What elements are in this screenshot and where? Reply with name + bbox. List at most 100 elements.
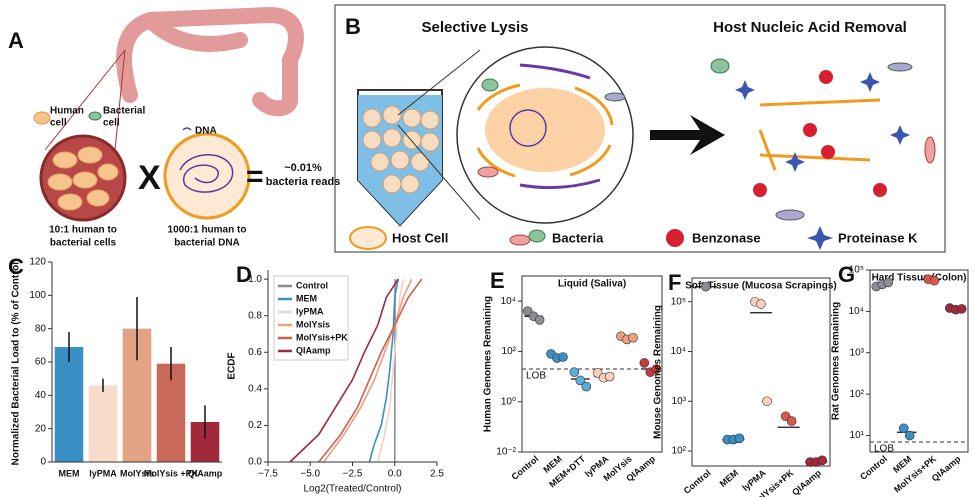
membrane-fragments (758, 98, 881, 171)
y-tick-label: 120 (29, 257, 46, 268)
legend-label: lyPMA (296, 306, 324, 316)
ecdf-line (368, 278, 399, 463)
bacterium (481, 78, 499, 92)
legend-label: Host Cell (392, 230, 448, 245)
y-tick-label: 10¹ (850, 430, 865, 441)
y-tick-label: 0.8 (248, 310, 262, 321)
y-tick-label: 10² (502, 346, 517, 357)
dot (651, 364, 662, 374)
chart-title: Liquid (Saliva) (558, 279, 626, 290)
bacterium (477, 166, 499, 178)
dot (734, 433, 745, 444)
panel-letter: A (8, 28, 24, 53)
dot (575, 375, 586, 386)
y-tick-label: 10² (850, 389, 865, 400)
panel-title: Selective Lysis (421, 19, 528, 36)
y-tick-label: 10⁴ (501, 296, 516, 307)
legend-label: MolYsis+PK (296, 332, 348, 342)
y-tick-label: 10⁻² (496, 447, 516, 458)
y-tick-label: 10⁴ (671, 346, 686, 357)
lob-label: LOB (526, 371, 546, 382)
ecdf-line (377, 278, 404, 463)
x-tick-label: −5.0 (300, 469, 320, 480)
x-tick-label: −2.5 (343, 469, 363, 480)
equals: = (246, 160, 264, 193)
label: Bacterial (103, 106, 145, 117)
plot-frame (521, 275, 663, 453)
dot (929, 275, 940, 286)
legend-icon (509, 234, 531, 246)
y-tick-label: 0 (40, 457, 46, 468)
bacterium (924, 136, 936, 164)
label: cell (50, 118, 67, 129)
dot (628, 332, 638, 343)
y-tick-label: 10³ (850, 347, 865, 358)
y-tick-label: 10⁴ (849, 306, 864, 317)
lob-label: LOB (874, 444, 894, 455)
chart-title: Soft Tissue (Mucosa Scrapings) (685, 281, 837, 292)
axis (51, 262, 222, 463)
x-tick-label: Control (510, 454, 541, 482)
panel-letter: B (345, 14, 361, 39)
y-tick-label: 0.4 (248, 383, 262, 394)
proteinase-k (735, 72, 910, 172)
bacterium (710, 58, 730, 74)
x-tick-label: MolYsis (120, 468, 154, 478)
x-tick-label: QIAamp (188, 468, 223, 478)
legend-label: QIAamp (296, 345, 331, 355)
dot (558, 352, 568, 362)
process-arrow (650, 115, 725, 155)
x-tick-label: −7.5 (258, 469, 278, 480)
flow-arrow (519, 63, 591, 80)
dot (817, 455, 828, 466)
ecdf-line (289, 278, 399, 463)
y-axis-label: Normalized Bacterial Load to (% of Contr… (11, 259, 22, 466)
membrane (476, 83, 614, 178)
legend-box (273, 275, 349, 361)
dot (756, 299, 766, 309)
y-axis-label: Mouse Genomes Remaining (653, 305, 664, 439)
y-tick-label: 10⁵ (671, 296, 686, 307)
panel-letter: G (838, 262, 855, 287)
legend-icon (528, 229, 546, 243)
dot (639, 358, 650, 368)
x-tick-label: MEM (718, 468, 741, 489)
legend-icon (807, 226, 833, 250)
dot (581, 381, 592, 392)
x-tick-label: MolYsis +PK (144, 468, 199, 478)
y-tick-label: 40 (35, 390, 47, 401)
zoom-line (397, 49, 481, 116)
zoom-line (114, 49, 126, 151)
dot (569, 367, 580, 377)
dna-icon (182, 127, 192, 131)
lysed-cell (485, 88, 605, 172)
label: Human (50, 106, 84, 117)
panel-title: Host Nucleic Acid Removal (713, 19, 907, 36)
y-tick-label: 1.0 (248, 274, 262, 285)
dot (700, 281, 711, 292)
axis (267, 270, 437, 463)
legend-label: MEM (296, 293, 317, 303)
legend-label: Benzonase (692, 230, 761, 245)
y-tick-label: 10³ (672, 396, 687, 407)
panel-b: B Selective Lysis Host Nucleic Acid Remo… (334, 4, 946, 253)
label: 10:1 human to (49, 225, 117, 236)
panel-letter: C (8, 254, 24, 279)
legend-label: Bacteria (552, 230, 604, 245)
bar (88, 385, 118, 462)
label: 1000:1 human to (168, 225, 247, 236)
bar (54, 347, 84, 462)
x-tick-label: 0.0 (388, 469, 402, 480)
ecdf-line (318, 278, 423, 463)
tube-cells (362, 105, 440, 194)
dot (904, 430, 915, 441)
y-tick-label: 0.0 (248, 457, 262, 468)
label: bacterial DNA (174, 238, 240, 249)
human-cells (47, 146, 119, 211)
legend-label: Proteinase K (838, 230, 918, 245)
label: ~0.01% (284, 162, 322, 174)
y-tick-label: 20 (35, 423, 47, 434)
y-axis-label: ECDF (227, 352, 238, 379)
y-tick-label: 10⁰ (501, 396, 516, 407)
dot (762, 396, 772, 407)
